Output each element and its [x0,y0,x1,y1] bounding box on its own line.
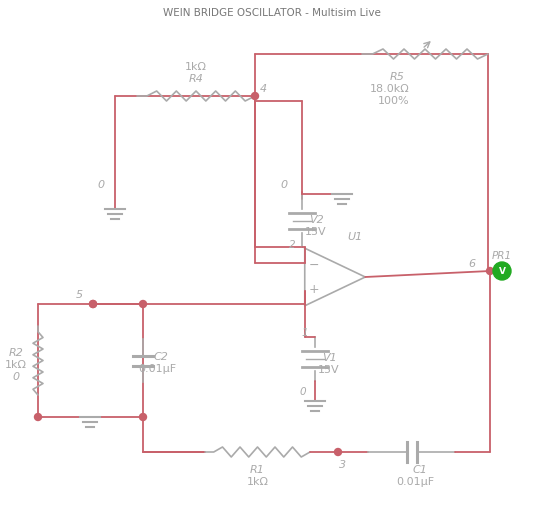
Circle shape [90,301,96,308]
Text: V2: V2 [308,215,323,224]
Text: 4: 4 [259,84,267,94]
Text: 0: 0 [97,180,104,190]
Text: R4: R4 [189,74,203,84]
Text: C2: C2 [153,351,169,361]
Circle shape [139,414,146,420]
Text: V: V [498,267,505,276]
Text: 15V: 15V [305,227,327,237]
Text: 0.01μF: 0.01μF [138,364,176,374]
Text: 6: 6 [468,259,475,268]
Text: WEIN BRIDGE OSCILLATOR - Multisim Live: WEIN BRIDGE OSCILLATOR - Multisim Live [163,8,381,18]
Circle shape [251,93,258,100]
Circle shape [335,448,342,456]
Text: −: − [308,259,319,271]
Text: 0: 0 [300,386,306,396]
Text: R2: R2 [9,348,23,358]
Text: 1: 1 [302,327,308,337]
Text: 0.01μF: 0.01μF [397,476,435,486]
Text: 3: 3 [339,459,347,469]
Text: PR1: PR1 [492,250,512,261]
Circle shape [139,301,146,308]
Text: 0: 0 [281,180,288,190]
Text: 1kΩ: 1kΩ [246,476,269,486]
Circle shape [493,263,511,280]
Text: R1: R1 [250,464,265,474]
Text: 1kΩ: 1kΩ [185,62,207,72]
Text: 5: 5 [76,290,83,299]
Text: C1: C1 [412,464,427,474]
Text: 2: 2 [289,240,295,249]
Text: 100%: 100% [378,96,410,106]
Circle shape [34,414,41,420]
Circle shape [486,268,493,275]
Text: 0: 0 [13,372,20,382]
Text: +: + [308,282,319,295]
Text: U1: U1 [348,232,363,242]
Circle shape [90,301,96,308]
Text: R5: R5 [390,72,404,82]
Text: 15V: 15V [318,364,340,374]
Text: 1kΩ: 1kΩ [5,360,27,370]
Text: 18.0kΩ: 18.0kΩ [370,84,410,94]
Text: V1: V1 [322,352,336,362]
